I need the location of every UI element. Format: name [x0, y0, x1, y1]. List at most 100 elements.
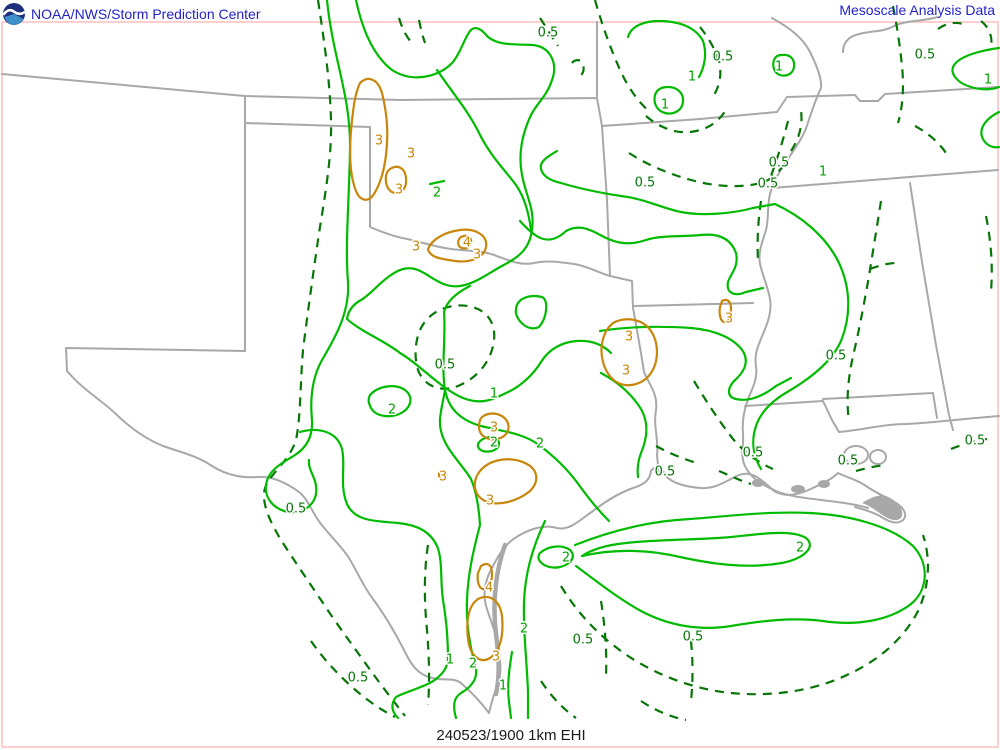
contour-dashed	[310, 640, 396, 718]
contour-dashed	[571, 59, 585, 79]
contour-orange	[473, 458, 538, 505]
contour-solid	[367, 385, 412, 418]
contour-solid	[442, 284, 611, 523]
contour-label: 0.5	[348, 671, 369, 686]
contours-orange	[348, 77, 733, 662]
ohio-river	[842, 16, 939, 53]
contour-label: 1	[819, 165, 827, 180]
contour-dashed	[914, 125, 949, 157]
contour-label: 2	[796, 541, 804, 556]
contour-label: 0.5	[635, 176, 656, 191]
contour-orange	[466, 595, 504, 662]
contour-label: 1	[688, 70, 696, 85]
contour-solid	[573, 511, 926, 629]
contour-label: 1	[984, 73, 992, 88]
contour-label: 0.5	[538, 26, 559, 41]
marsh-blob	[791, 485, 805, 493]
contour-dashed	[599, 600, 694, 702]
marsh-blob	[752, 479, 764, 487]
state-borders	[1, 16, 1000, 714]
state-border	[1, 21, 999, 127]
contour-label: 1	[446, 653, 454, 668]
contour-orange	[477, 412, 510, 441]
contour-solid	[264, 0, 352, 514]
contour-label: 3	[622, 364, 630, 379]
contour-dashed	[869, 261, 898, 271]
state-border	[601, 125, 611, 277]
contour-dashed	[262, 0, 406, 717]
header-left-title: NOAA/NWS/Storm Prediction Center	[31, 6, 261, 22]
contour-labels: 0.5 0.5 0.5 0.5 0.5 0.5 0.5 0.5 0.5 0.5 0.5 0.5 0.5 0…	[284, 24, 993, 695]
contour-label: 2	[490, 436, 498, 451]
contour-label: 1	[661, 98, 669, 113]
mississippi-delta	[862, 495, 903, 521]
contour-solid	[598, 325, 793, 401]
contour-label: 2	[388, 403, 396, 418]
contour-dashed	[645, 107, 728, 134]
contour-dashed	[560, 534, 930, 696]
contour-orange	[426, 228, 488, 263]
contour-orange	[600, 318, 659, 387]
contour-dashed	[790, 110, 803, 152]
contour-orange	[476, 563, 494, 591]
lake	[869, 449, 887, 465]
state-border	[632, 302, 754, 307]
contour-label: 2	[562, 551, 570, 566]
contour-label: 0.5	[435, 358, 456, 373]
contour-dashed	[855, 437, 988, 473]
contour-solid	[653, 85, 685, 115]
contours-dashed-05	[262, 0, 993, 722]
contour-solid	[345, 317, 613, 403]
contour-label: 0.5	[758, 177, 779, 192]
texas-barrier-islands	[492, 542, 508, 697]
contour-label: 2	[520, 622, 528, 637]
contour-dashed	[593, 0, 652, 114]
contour-label: 3	[395, 183, 403, 198]
contour-solid	[428, 179, 446, 186]
state-border	[744, 392, 938, 433]
contour-dashed	[937, 20, 993, 48]
contour-solid	[298, 428, 450, 720]
contour-label: 1	[490, 387, 498, 402]
contour-solid	[539, 149, 777, 216]
contour-label: 3	[625, 330, 633, 345]
state-border	[771, 169, 999, 189]
contour-dashed	[539, 17, 559, 47]
contour-dashed	[984, 215, 993, 292]
contour-label: 0.5	[683, 630, 704, 645]
contour-label: 0.5	[713, 50, 734, 65]
contour-label: 0.5	[915, 48, 936, 63]
louisiana-marsh-coast	[773, 472, 907, 524]
contour-label: 3	[407, 147, 415, 162]
noaa-logo-icon	[2, 3, 26, 25]
marsh-blob	[818, 480, 830, 488]
rio-grande-river	[66, 370, 490, 714]
contour-dashed	[699, 26, 722, 96]
mississippi-coastline	[838, 415, 1000, 433]
contour-solid	[580, 531, 811, 567]
contour-label: 3	[492, 650, 500, 665]
contour-solid	[518, 219, 765, 296]
contour-solid	[522, 519, 547, 720]
contour-solid	[599, 371, 648, 479]
state-border	[65, 95, 246, 372]
contour-dashed	[655, 445, 752, 486]
lake-pontchartrain	[843, 445, 869, 465]
contour-dashed	[891, 5, 905, 124]
contour-label: 0.5	[965, 434, 986, 449]
contour-label: 0.5	[655, 465, 676, 480]
contour-orange	[718, 298, 733, 324]
contour-dashed	[846, 200, 883, 422]
contour-solid	[435, 68, 533, 232]
contour-label: 4	[463, 236, 471, 251]
contour-solid	[752, 202, 850, 471]
contour-label: 3	[439, 470, 447, 485]
contour-label: 1	[499, 679, 507, 694]
state-border	[244, 122, 611, 277]
contour-orange	[457, 234, 473, 250]
contour-solid	[345, 113, 534, 321]
contour-dashed	[693, 380, 774, 471]
contour-label: 4	[485, 581, 493, 596]
contour-orange	[348, 77, 389, 201]
